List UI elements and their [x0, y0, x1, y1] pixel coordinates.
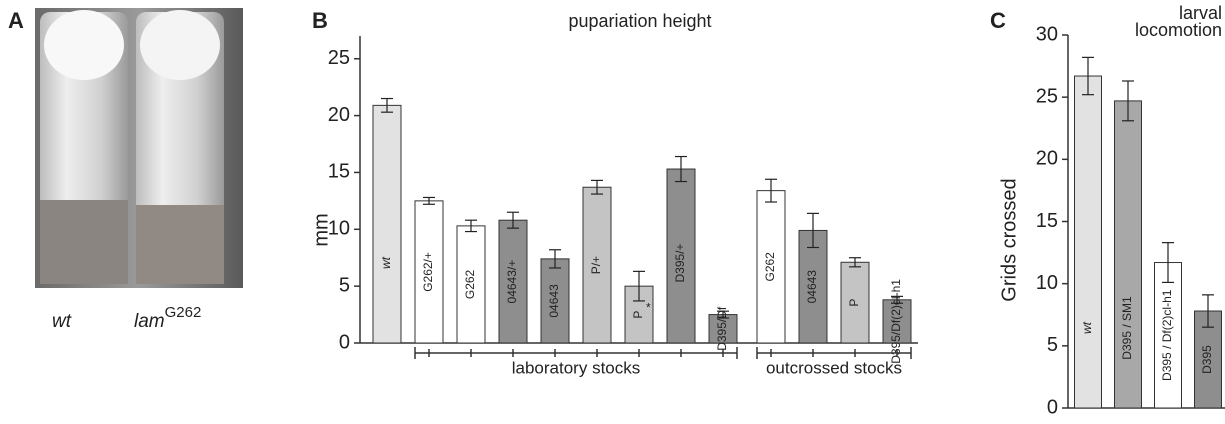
y-tick-label: 0 — [339, 331, 350, 353]
bar-label: G262 — [763, 252, 777, 282]
panel-letter: C — [990, 8, 1006, 33]
bar-label: G262/+ — [421, 252, 435, 292]
food — [40, 200, 128, 284]
caption: lamG262 — [134, 304, 201, 332]
bar-label: D395 / SM1 — [1120, 296, 1134, 360]
y-tick-label: 10 — [328, 218, 350, 240]
panel-letter: A — [8, 8, 24, 33]
caption-sup: G262 — [165, 304, 202, 321]
plug — [44, 10, 124, 80]
bar — [1154, 262, 1182, 409]
bar-label: P — [631, 311, 645, 319]
food — [136, 205, 224, 284]
y-tick-label: 20 — [1036, 148, 1058, 170]
bar-label: 04643/+ — [505, 260, 519, 304]
bar — [708, 314, 738, 344]
y-tick-label: 5 — [339, 274, 350, 296]
y-tick-label: 25 — [328, 47, 350, 69]
bar — [1114, 100, 1142, 409]
bar — [1074, 75, 1102, 409]
chart-title: pupariation height — [568, 11, 711, 31]
y-axis-label: Grids crossed — [998, 178, 1020, 301]
caption: wt — [52, 311, 72, 332]
panel-letter: B — [312, 8, 328, 33]
bar-label: G262 — [463, 269, 477, 299]
bar — [882, 299, 912, 344]
bar-label: 04643 — [547, 284, 561, 318]
bar-label: P/+ — [589, 256, 603, 274]
bar-label: D395/Df — [715, 306, 729, 351]
y-tick-label: 10 — [1036, 272, 1058, 294]
panel-a: A wt lamG262 — [8, 8, 243, 332]
bar-label: wt — [1080, 321, 1094, 334]
bar — [666, 168, 696, 344]
annotation: * — [646, 300, 651, 314]
bar-label: 04643 — [805, 270, 819, 304]
chart-title: larval — [1179, 3, 1222, 23]
caption: lam — [134, 311, 165, 332]
chart-title: locomotion — [1135, 20, 1222, 40]
bar — [756, 190, 786, 344]
y-tick-label: 25 — [1036, 85, 1058, 107]
y-axis-label: mm — [310, 213, 332, 246]
y-tick-label: 15 — [328, 161, 350, 183]
bar-label: P — [847, 299, 861, 307]
bar-label: D395/+ — [673, 243, 687, 282]
group-label: outcrossed stocks — [766, 358, 902, 377]
bar-label: wt — [379, 256, 393, 269]
y-tick-label: 5 — [1047, 334, 1058, 356]
plug — [140, 10, 220, 80]
bar-label: D395 / Df(2)cl-h1 — [1160, 289, 1174, 381]
y-tick-label: 0 — [1047, 396, 1058, 418]
bar — [372, 104, 402, 344]
group-label: laboratory stocks — [512, 358, 641, 377]
y-tick-label: 15 — [1036, 210, 1058, 232]
y-tick-label: 20 — [328, 104, 350, 126]
bar-label: D395 — [1200, 345, 1214, 374]
bar-label: D395/Df(2)cl-h1 — [889, 279, 903, 364]
bar — [498, 219, 528, 344]
y-tick-label: 30 — [1036, 23, 1058, 45]
